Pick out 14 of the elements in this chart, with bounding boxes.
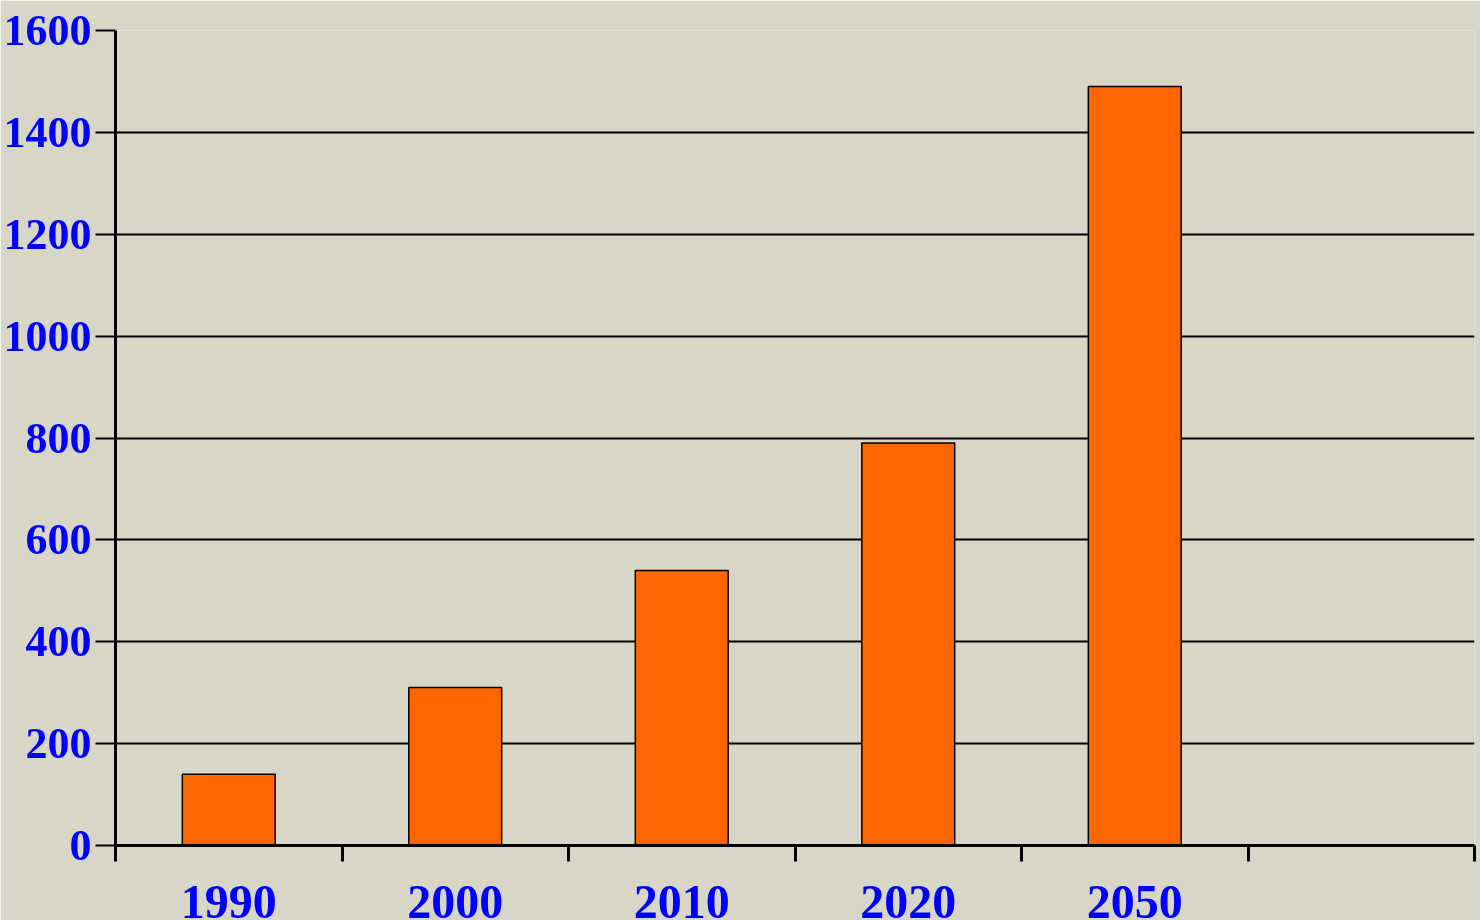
y-tick-label: 1600 xyxy=(3,6,92,55)
x-tick-label: 2020 xyxy=(860,874,957,920)
y-tick-label: 1400 xyxy=(3,107,92,157)
y-tick-label: 200 xyxy=(25,719,92,769)
y-tick-label: 1200 xyxy=(3,209,92,259)
y-tick-label: 600 xyxy=(25,515,92,565)
x-tick-label: 2050 xyxy=(1086,874,1183,920)
y-tick-label: 1000 xyxy=(3,311,92,361)
y-tick-label: 0 xyxy=(69,821,92,870)
y-tick-label: 800 xyxy=(25,413,92,463)
x-tick-label: 1990 xyxy=(180,874,277,920)
x-tick-label: 2000 xyxy=(407,874,504,920)
x-tick-label: 2010 xyxy=(633,874,730,920)
y-tick-label: 400 xyxy=(25,617,92,667)
